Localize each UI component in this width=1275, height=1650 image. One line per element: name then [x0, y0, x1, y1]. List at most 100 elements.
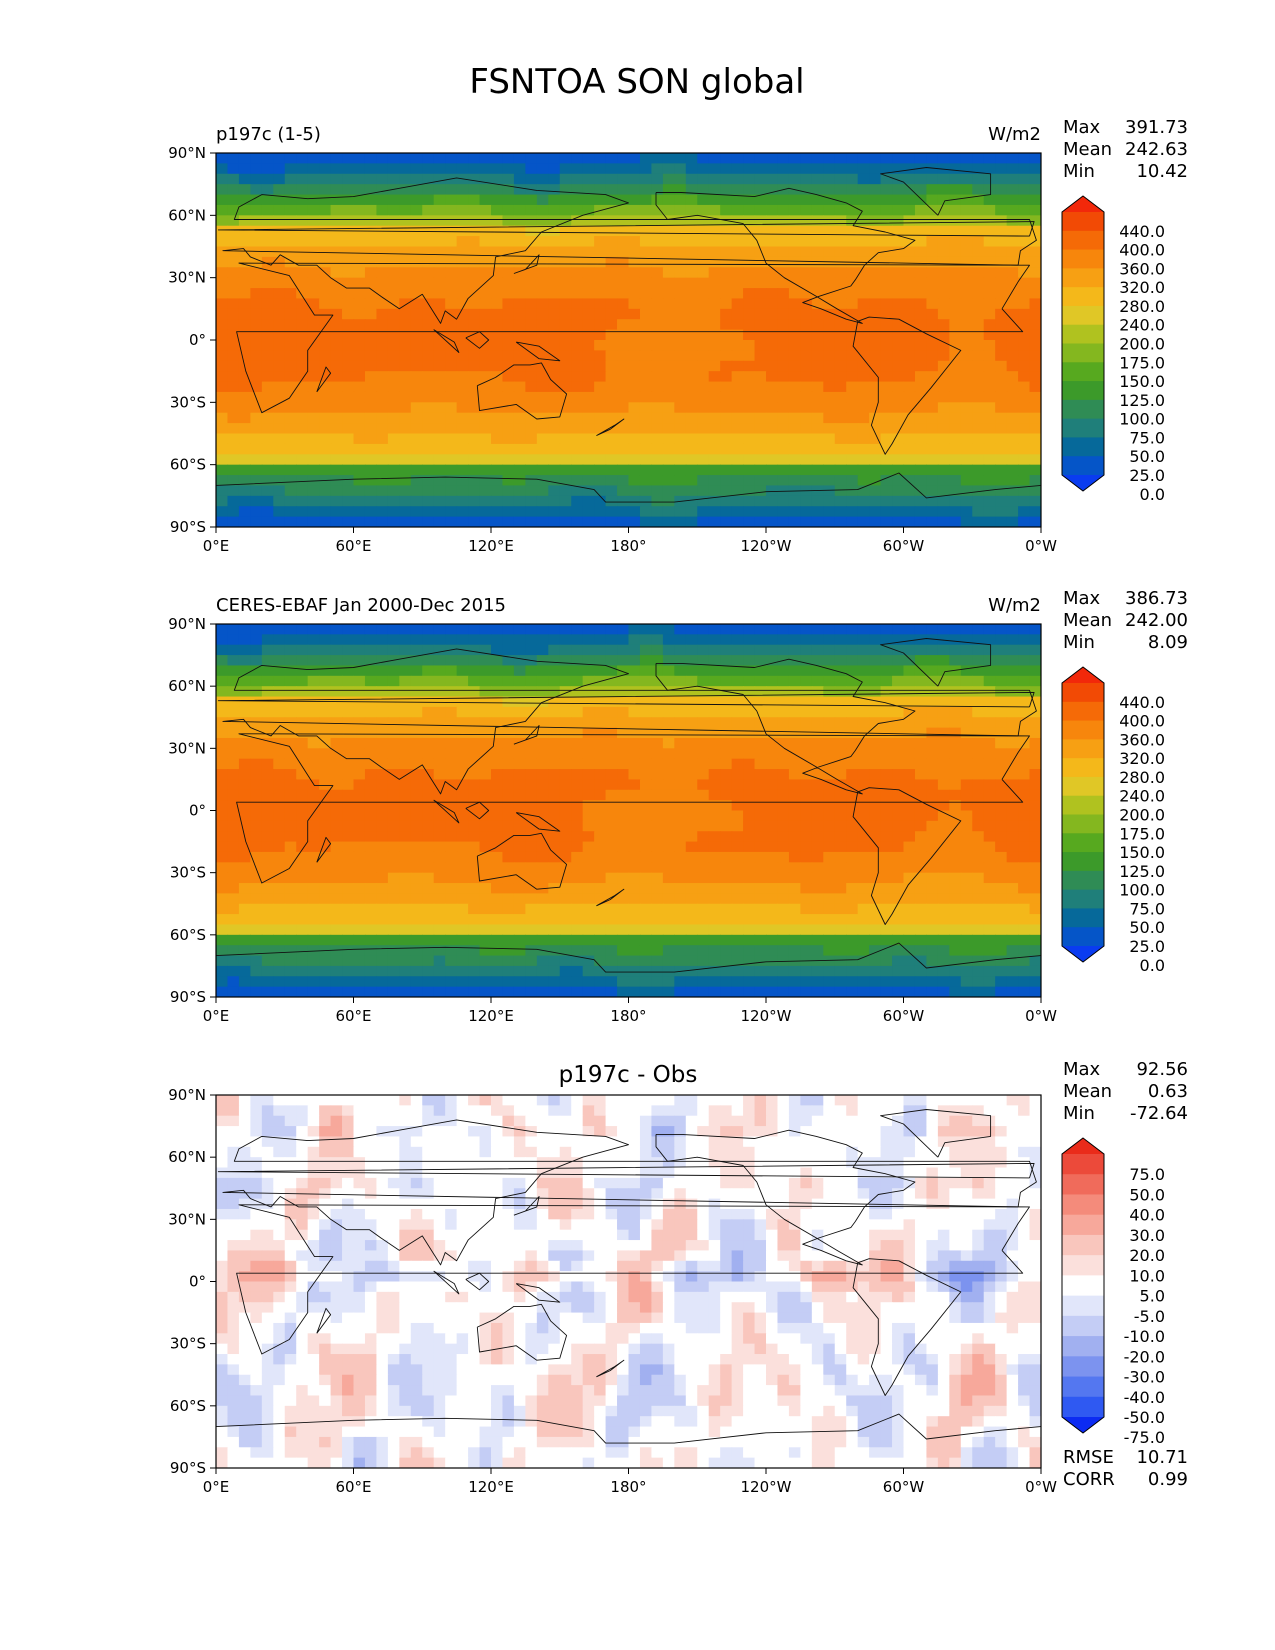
map-cell [662, 288, 675, 300]
map-cell [960, 779, 973, 791]
map-cell [1006, 883, 1019, 894]
map-cell [364, 236, 378, 248]
map-cell [491, 360, 504, 372]
map-cell [479, 433, 492, 445]
map-cell [743, 485, 756, 497]
map-cell [1029, 769, 1041, 781]
map-cell [857, 686, 870, 698]
map-cell [811, 820, 824, 832]
map-cell [617, 758, 630, 770]
map-cell [892, 485, 905, 497]
map-cell [720, 371, 733, 383]
map-cell [685, 246, 698, 258]
map-cell [857, 634, 870, 646]
map-cell [502, 423, 515, 435]
map-cell [284, 194, 297, 206]
map-cell [834, 184, 847, 196]
map-cell [628, 831, 641, 843]
map-cell [342, 475, 355, 487]
map-cell [273, 371, 286, 383]
map-cell [364, 267, 378, 279]
map-cell [296, 464, 309, 476]
map-cell [731, 360, 744, 372]
map-cell [605, 779, 618, 791]
map-cell [330, 288, 343, 300]
map-cell [662, 184, 675, 196]
map-cell [754, 800, 767, 812]
map-cell [261, 288, 274, 300]
map-cell [914, 634, 928, 646]
map-cell [387, 153, 400, 164]
map-cell [250, 624, 263, 635]
map-cell [960, 883, 973, 894]
map-cell [238, 277, 251, 289]
map-cell [949, 443, 962, 455]
map-cell [445, 381, 458, 393]
map-cell [342, 769, 355, 781]
map-cell [708, 624, 721, 635]
map-cell [926, 914, 939, 926]
map-cell [823, 506, 836, 518]
map-cell [250, 634, 263, 646]
map-cell [364, 810, 378, 822]
map-cell [1006, 464, 1019, 476]
map-cell [445, 204, 458, 216]
map-cell [697, 267, 710, 279]
map-cell [1029, 800, 1041, 812]
map-cell [754, 194, 767, 206]
map-cell [330, 800, 343, 812]
map-cell [1029, 475, 1041, 487]
map-cell [238, 665, 251, 677]
map-cell [639, 717, 653, 729]
map-cell [559, 381, 572, 393]
map-cell [937, 267, 950, 279]
map-cell [433, 454, 446, 466]
map-cell [983, 371, 996, 383]
map-cell [926, 391, 939, 403]
map-cell [548, 841, 561, 853]
map-cell [376, 883, 389, 894]
map-cell [399, 810, 412, 822]
map-cell [330, 319, 343, 331]
map-cell [811, 319, 824, 331]
map-cell [731, 934, 744, 946]
map-cell [296, 893, 309, 905]
map-cell [238, 267, 251, 279]
map-cell [422, 277, 435, 289]
map-cell [250, 706, 263, 718]
map-cell [697, 443, 710, 455]
map-cell [731, 454, 744, 466]
map-cell [1006, 204, 1019, 216]
map-cell [261, 391, 274, 403]
map-cell [834, 800, 847, 812]
map-cell [811, 298, 824, 310]
panel-test-axes: 0°E 60°E 120°E 180° 120°W 60°W 0°W90°N60°N30°N… [168, 144, 1057, 555]
map-cell [846, 204, 859, 216]
map-cell [296, 423, 309, 435]
map-cell [846, 381, 859, 393]
map-cell [582, 360, 595, 372]
map-cell [261, 748, 274, 760]
map-cell [617, 402, 630, 414]
map-cell [639, 236, 653, 248]
map-cell [766, 391, 779, 403]
map-cell [227, 779, 240, 791]
map-cell [1006, 443, 1019, 455]
map-cell [869, 225, 882, 237]
map-cell [777, 686, 790, 698]
map-cell [319, 516, 332, 527]
map-cell [903, 360, 916, 372]
map-cell [605, 381, 618, 393]
map-cell [983, 717, 996, 729]
map-cell [559, 675, 572, 687]
map-cell [525, 872, 538, 884]
map-cell [296, 955, 309, 967]
map-cell [617, 454, 630, 466]
map-cell [903, 624, 916, 635]
map-cell [937, 173, 950, 185]
map-cell [628, 924, 641, 936]
map-cell [995, 246, 1008, 258]
map-cell [284, 412, 297, 424]
map-cell [1018, 443, 1031, 455]
map-cell [502, 350, 515, 362]
